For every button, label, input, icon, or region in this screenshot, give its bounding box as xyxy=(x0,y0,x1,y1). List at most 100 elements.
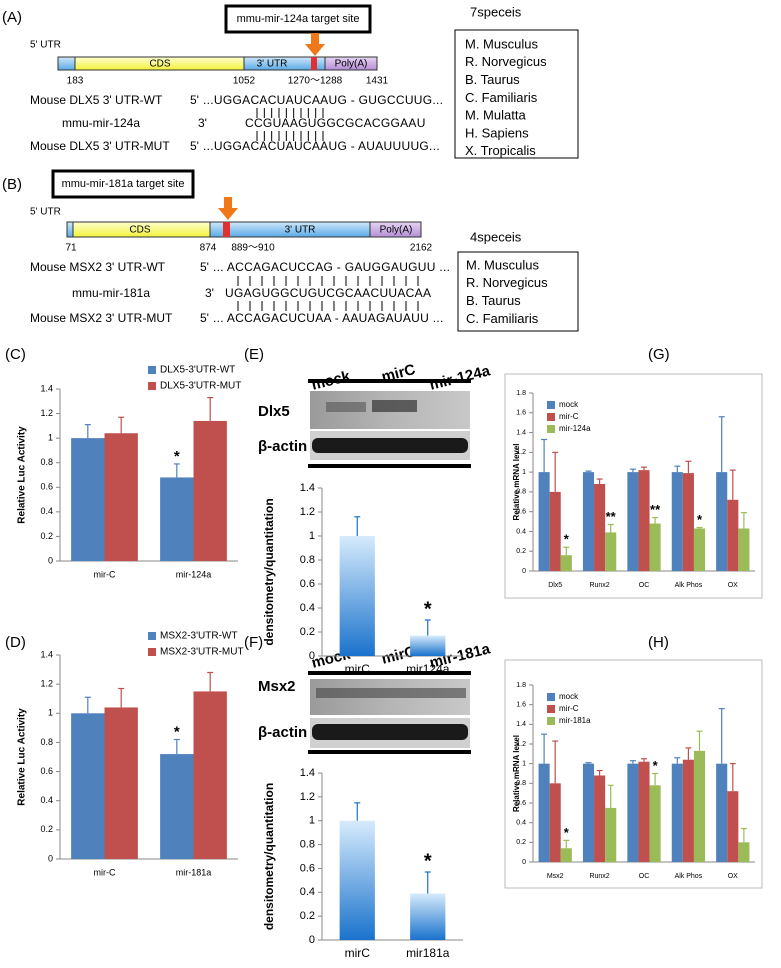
y-tick-label: 1 xyxy=(309,530,315,542)
blot-band xyxy=(312,724,468,740)
y-tick-label: 0.6 xyxy=(516,800,526,807)
y-tick-label: 1.2 xyxy=(300,506,315,518)
y-tick-label: 0.4 xyxy=(40,795,53,805)
bar xyxy=(594,775,606,862)
legend-label: mock xyxy=(559,692,579,701)
alignment-name: mmu-mir-124a xyxy=(62,116,140,130)
y-tick-label: 1.6 xyxy=(516,410,526,417)
position: 183 xyxy=(67,76,84,87)
polya-block xyxy=(324,56,378,71)
y-tick-label: 0.4 xyxy=(300,886,315,898)
bar xyxy=(582,763,595,862)
species: M. Musculus xyxy=(466,257,539,272)
legend-label: MSX2-3'UTR-WT xyxy=(160,631,237,642)
x-tick-label: Alk Phos xyxy=(675,873,703,880)
y-tick-label: 0.4 xyxy=(516,820,526,827)
bar xyxy=(549,783,561,862)
panel-label: (C) xyxy=(5,346,26,363)
bar xyxy=(560,848,572,862)
y-tick-label: 1 xyxy=(522,761,526,768)
bar xyxy=(716,472,728,571)
alignment-end: 5' xyxy=(190,139,199,153)
y-tick-label: 0.2 xyxy=(516,548,526,555)
target-site: mmu-mir-181a target site xyxy=(62,178,185,190)
legend-label: MSX2-3'UTR-MUT xyxy=(160,647,244,658)
significance: ** xyxy=(650,502,661,517)
x-tick-label: OX xyxy=(728,582,738,589)
y-tick-label: 0 xyxy=(48,555,53,565)
target-box xyxy=(51,169,195,199)
y-tick-label: 0.8 xyxy=(300,838,315,850)
bar xyxy=(682,473,694,571)
y-axis-label: Relative Luc Activity xyxy=(17,708,28,806)
legend-swatch xyxy=(148,632,156,640)
y-tick-label: 0.6 xyxy=(40,482,53,492)
position: 889～910 xyxy=(231,243,275,254)
bar xyxy=(71,713,105,859)
segment-label: CDS xyxy=(129,225,150,236)
alignment-seq: CCGUAAGUGGCGCACGGAAU xyxy=(245,116,426,130)
utr5-label: 5' UTR xyxy=(30,207,61,218)
x-tick-label: Alk Phos xyxy=(675,582,703,589)
y-tick-label: 1.4 xyxy=(300,482,315,494)
y-tick-label: 1.4 xyxy=(40,649,53,659)
species: M. Musculus xyxy=(465,36,538,51)
significance: * xyxy=(424,850,432,872)
y-axis-label: densitometry/quantitation xyxy=(262,783,276,930)
significance: ** xyxy=(606,509,617,524)
alignment-seq: ...UGGACACUAUCAAUG - AUAUUUUG... xyxy=(203,139,440,153)
y-tick-label: 0 xyxy=(522,859,526,866)
species-box xyxy=(457,251,579,332)
y-tick-label: 1 xyxy=(522,469,526,476)
legend-label: mock xyxy=(559,400,579,409)
utr5-label: 5' UTR xyxy=(30,40,61,51)
chart-frame xyxy=(504,373,763,599)
y-tick-label: 0.2 xyxy=(40,824,53,834)
y-axis-label: Relative mRNA level xyxy=(512,443,521,520)
y-tick-label: 0.8 xyxy=(516,489,526,496)
y-tick-label: 1.2 xyxy=(40,408,53,418)
segment-label: Poly(A) xyxy=(335,59,368,70)
legend-label: mir-181a xyxy=(559,716,591,725)
species: X. Tropicalis xyxy=(465,143,536,158)
panel-label: (H) xyxy=(648,634,669,651)
bar xyxy=(560,555,572,571)
segment-label: CDS xyxy=(149,59,170,70)
bar xyxy=(638,761,650,862)
lane-label: mir-124a xyxy=(428,362,493,394)
y-tick-label: 0.6 xyxy=(300,578,315,590)
species: B. Taurus xyxy=(466,293,521,308)
y-tick-label: 0.8 xyxy=(40,737,53,747)
position: 71 xyxy=(65,243,77,254)
y-tick-label: 0.2 xyxy=(516,839,526,846)
bar xyxy=(160,754,194,859)
bar xyxy=(104,433,138,561)
legend-swatch xyxy=(547,717,555,725)
y-tick-label: 1.8 xyxy=(516,682,526,689)
bar xyxy=(538,472,550,571)
alignment-name: Mouse DLX5 3' UTR-WT xyxy=(30,93,163,107)
x-tick-label: mir-C xyxy=(94,569,116,579)
legend-swatch xyxy=(148,366,156,374)
bar xyxy=(727,791,739,862)
alignment-end: 3' xyxy=(198,116,207,130)
alignment-end: 5' xyxy=(190,93,199,107)
alignment-seq: UGAGUGGCUGUCGCAACUUACAA xyxy=(225,286,431,300)
arrow-head xyxy=(305,44,325,56)
position: 1431 xyxy=(366,76,389,87)
species-title: 7speceis xyxy=(470,4,522,19)
y-tick-label: 0.4 xyxy=(40,506,53,516)
y-tick-label: 1.4 xyxy=(516,429,526,436)
legend-label: DLX5-3'UTR-MUT xyxy=(160,381,241,392)
y-tick-label: 0 xyxy=(309,650,315,662)
bar xyxy=(627,763,639,862)
bar xyxy=(538,763,550,862)
x-tick-label: mir-181a xyxy=(176,867,212,877)
y-tick-label: 1.2 xyxy=(40,679,53,689)
y-tick-label: 0.8 xyxy=(300,554,315,566)
y-tick-label: 1.8 xyxy=(516,390,526,397)
y-tick-label: 0.6 xyxy=(40,766,53,776)
y-tick-label: 0.2 xyxy=(300,626,315,638)
significance: * xyxy=(653,758,659,773)
x-tick-label: Dlx5 xyxy=(548,582,562,589)
